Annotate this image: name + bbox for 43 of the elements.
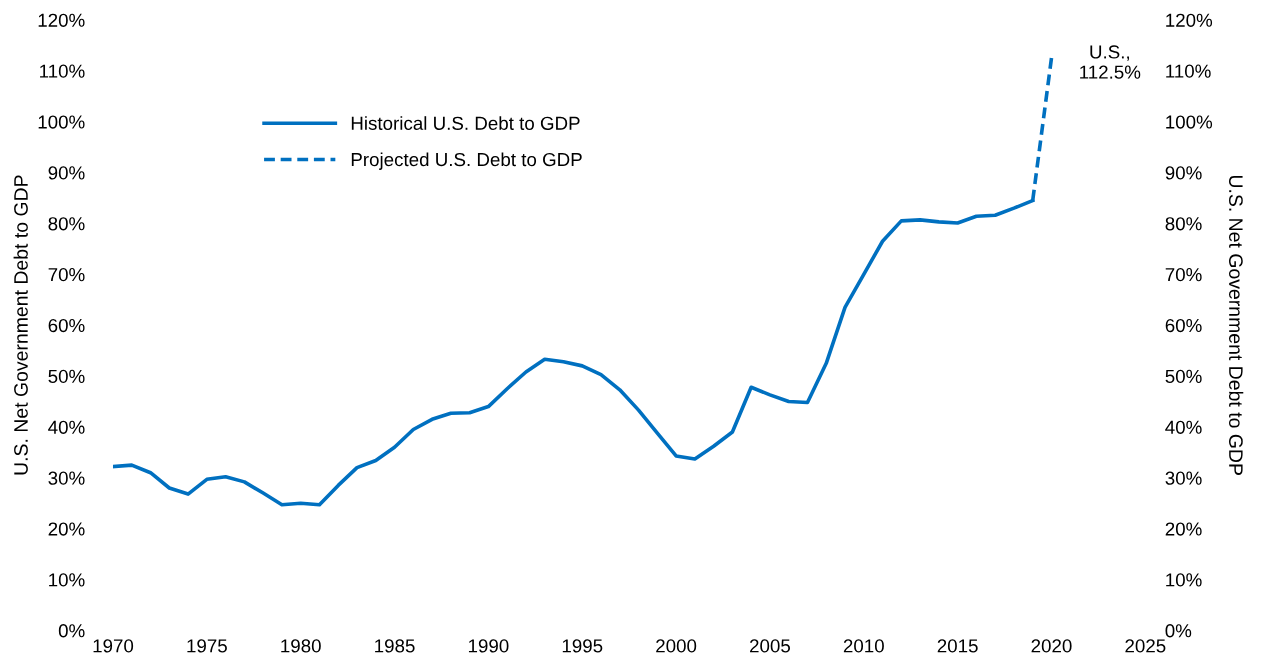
y-tick-label: 110%	[40, 64, 85, 78]
y2-tick-label: 0%	[1165, 624, 1192, 638]
y2-tick-label: 60%	[1165, 318, 1202, 333]
x-tick-label: 1985	[375, 639, 415, 653]
y2-tick-label: 20%	[1165, 522, 1202, 536]
y2-tick-label: 80%	[1165, 217, 1202, 231]
y-tick-label: 80%	[48, 217, 85, 231]
y-axis-title: U.S. Net Government Debt to GDP	[13, 175, 28, 475]
x-tick-label: 2005	[750, 639, 790, 653]
legend-label: Historical U.S. Debt to GDP	[351, 116, 580, 130]
x-tick-label: 2025	[1125, 639, 1166, 653]
y2-axis-title: U.S. Net Government Debt to GDP	[1229, 175, 1244, 475]
y2-tick-label: 100%	[1166, 115, 1213, 129]
y-tick-label: 40%	[48, 420, 85, 434]
y-tick-label: 0%	[58, 624, 85, 638]
y2-tick-label: 10%	[1166, 573, 1202, 587]
y2-tick-label: 40%	[1165, 420, 1202, 434]
y2-tick-label: 30%	[1165, 471, 1202, 485]
y2-tick-label: 70%	[1165, 268, 1202, 282]
y-tick-label: 70%	[48, 268, 85, 282]
y-tick-label: 50%	[48, 369, 85, 384]
annotation: U.S., 112.5%	[1080, 45, 1141, 79]
y2-tick-label: 50%	[1165, 369, 1202, 384]
x-tick-label: 1995	[562, 639, 603, 653]
y-tick-label: 20%	[48, 522, 85, 536]
y2-tick-label: 90%	[1165, 166, 1202, 180]
y-tick-label: 30%	[48, 471, 85, 485]
y-tick-label: 90%	[48, 166, 85, 180]
y2-tick-label: 120%	[1166, 13, 1213, 27]
x-tick-label: 2000	[656, 639, 697, 653]
y-tick-label: 120%	[38, 13, 85, 27]
y2-tick-label: 110%	[1166, 64, 1211, 78]
x-tick-label: 2010	[843, 639, 884, 653]
x-tick-label: 1975	[187, 639, 227, 653]
x-tick-label: 2015	[937, 639, 978, 653]
x-tick-label: 1990	[468, 639, 509, 653]
x-tick-label: 2020	[1031, 639, 1072, 653]
legend-label: Projected U.S. Debt to GDP	[351, 152, 582, 170]
x-tick-label: 1980	[281, 639, 321, 653]
y-tick-label: 100%	[38, 115, 85, 129]
y-tick-label: 10%	[49, 573, 85, 587]
x-tick-label: 1970	[93, 639, 134, 653]
y-tick-label: 60%	[48, 318, 85, 333]
